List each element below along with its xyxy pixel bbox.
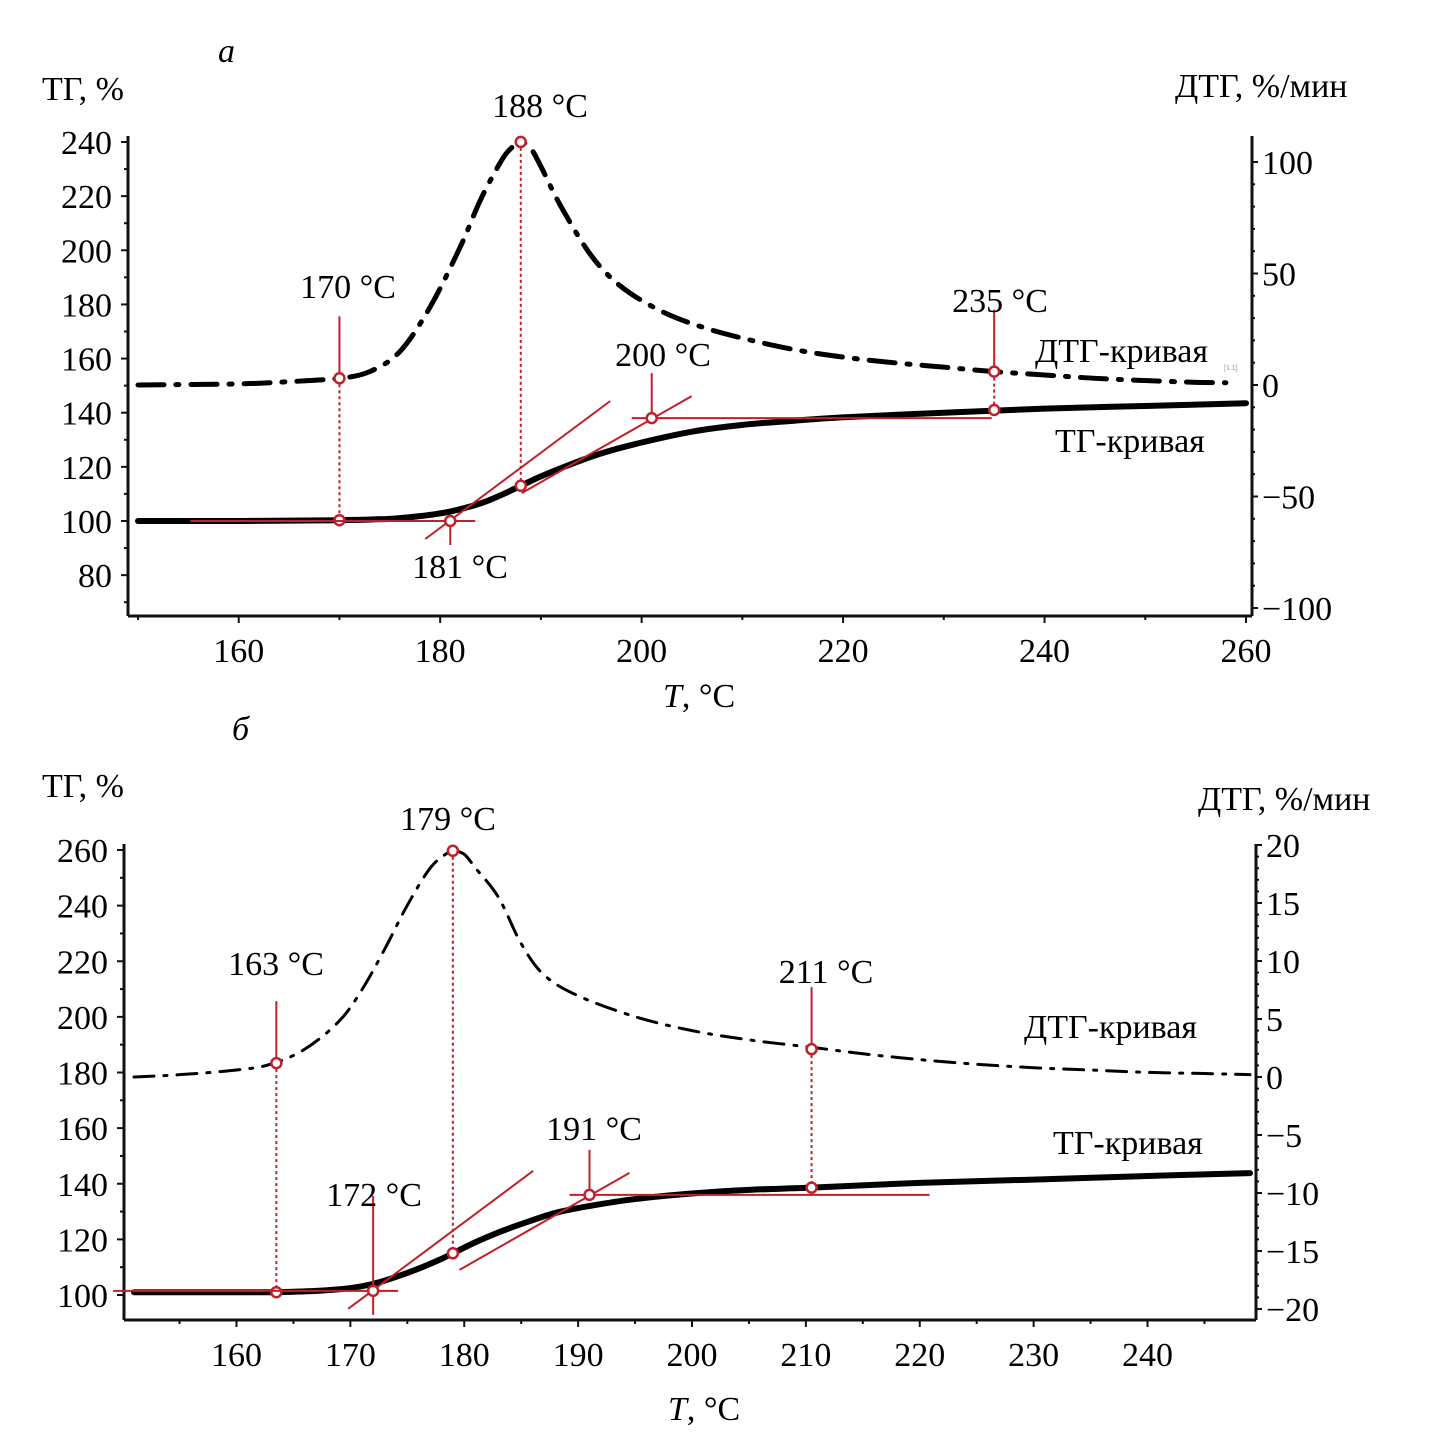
y-right-tick-label: 5 [1266, 1002, 1283, 1039]
tg-marker-point [987, 403, 1001, 417]
y-axis-right-label: ДТГ, %/мин [1198, 781, 1370, 818]
y-left-tick-label: 140 [61, 396, 112, 433]
tg-marker-point [645, 411, 658, 425]
inflection-tangent [521, 395, 693, 494]
y-left-tick-label: 260 [57, 833, 108, 870]
x-tick-label: 180 [415, 633, 466, 670]
y-left-tick-label: 160 [57, 1111, 108, 1148]
y-axis-left-label: ТГ, % [42, 768, 124, 805]
tg-marker-point [805, 1181, 818, 1194]
y-left-tick-label: 120 [61, 450, 112, 487]
x-tick-label: 240 [1122, 1337, 1173, 1374]
temperature-annotation: 211 °C [779, 954, 874, 991]
legend-tg-label: ТГ-кривая [1053, 1125, 1203, 1162]
inflection-tangent [347, 1170, 534, 1310]
y-left-tick-label: 220 [61, 179, 112, 216]
temperature-annotation: 172 °C [326, 1177, 422, 1214]
temperature-annotation: 191 °C [546, 1111, 642, 1148]
x-tick-label: 170 [325, 1337, 376, 1374]
y-right-tick-label: −20 [1266, 1292, 1319, 1329]
x-axis-label-var: T [668, 1391, 689, 1428]
x-tick-label: 220 [818, 633, 869, 670]
y-right-tick-label: 50 [1262, 257, 1296, 294]
tg-curve [131, 1170, 1253, 1296]
panel-label: б [232, 711, 251, 748]
y-right-tick-label: 100 [1262, 145, 1313, 182]
y-left-tick-label: 240 [61, 125, 112, 162]
temperature-annotation: 188 °C [492, 88, 588, 125]
y-right-tick-label: −50 [1262, 480, 1315, 517]
temperature-annotation: 200 °C [615, 337, 711, 374]
y-left-tick-label: 120 [57, 1222, 108, 1259]
y-left-tick-label: 200 [61, 233, 112, 270]
x-axis-label-unit: , °C [682, 678, 735, 715]
tg-marker-point [514, 479, 528, 493]
y-right-tick-label: 0 [1266, 1060, 1283, 1097]
legend-dtg-label: ДТГ-кривая [1024, 1009, 1197, 1046]
x-tick-label: 190 [553, 1337, 604, 1374]
dtg-curve [132, 849, 1252, 1079]
tg-marker-point [366, 1284, 380, 1298]
y-left-tick-label: 100 [61, 504, 112, 541]
y-right-tick-label: −5 [1266, 1118, 1302, 1155]
y-left-tick-label: 180 [57, 1056, 108, 1093]
tg-marker-point [583, 1188, 596, 1202]
panel-label: а [218, 33, 235, 70]
y-left-tick-label: 160 [61, 342, 112, 379]
y-right-tick-label: 15 [1266, 886, 1300, 923]
y-left-tick-label: 240 [57, 889, 108, 926]
y-right-tick-label: 20 [1266, 828, 1300, 865]
tg-marker-point [446, 1247, 460, 1260]
x-tick-label: 160 [213, 633, 264, 670]
dtg-marker-point [987, 365, 1001, 378]
temperature-annotation: 181 °C [412, 549, 508, 586]
x-tick-label: 200 [667, 1337, 718, 1374]
tg-marker-point [444, 514, 457, 528]
y-left-tick-label: 180 [61, 287, 112, 324]
y-left-tick-label: 80 [78, 558, 112, 595]
temperature-annotation: 163 °C [228, 946, 324, 983]
dtg-marker-point [514, 135, 528, 149]
y-left-tick-label: 200 [57, 1000, 108, 1037]
reference-mark: [1.1] [1224, 365, 1238, 372]
y-axis-right-label: ДТГ, %/мин [1175, 68, 1347, 105]
x-tick-label: 230 [1008, 1337, 1059, 1374]
chart-panel-a: а ТГ, % ДТГ, %/мин T, °C 160 180 200 220 240… [42, 33, 1347, 715]
x-axis-label-unit: , °C [687, 1391, 740, 1428]
y-right-tick-label: 10 [1266, 944, 1300, 981]
x-tick-label: 210 [780, 1337, 831, 1374]
x-tick-label: 220 [894, 1337, 945, 1374]
x-tick-label: 180 [439, 1337, 490, 1374]
x-tick-label: 260 [1221, 633, 1272, 670]
y-axis-left-label: ТГ, % [42, 71, 124, 108]
x-axis-label-var: T [663, 678, 684, 715]
x-axis-label: T, °C [668, 1391, 740, 1428]
dtg-marker-point [805, 1042, 818, 1056]
x-axis-label: T, °C [663, 678, 735, 715]
temperature-annotation: 179 °C [400, 801, 496, 838]
y-left-tick-label: 140 [57, 1167, 108, 1204]
y-left-tick-label: 220 [57, 944, 108, 981]
dtg-marker-point [333, 372, 346, 385]
y-right-tick-label: 0 [1262, 368, 1279, 405]
inflection-tangent [459, 1172, 631, 1271]
y-right-tick-label: −100 [1262, 591, 1332, 628]
tg-curve [135, 400, 1249, 525]
dtg-marker-point [270, 1056, 283, 1070]
x-tick-label: 240 [1019, 633, 1070, 670]
inflection-tangent [424, 400, 611, 540]
legend-tg-label: ТГ-кривая [1055, 423, 1205, 460]
x-tick-label: 200 [616, 633, 667, 670]
dtg-marker-point [446, 844, 460, 858]
legend-dtg-label: ДТГ-кривая [1035, 333, 1208, 370]
y-right-tick-label: −15 [1266, 1234, 1319, 1271]
temperature-annotation: 235 °C [952, 283, 1048, 320]
tg-marker-point [270, 1285, 283, 1299]
temperature-annotation: 170 °C [300, 269, 396, 306]
chart-panel-b: б ТГ, % ДТГ, %/мин T, °C 160 170 180 190 200… [42, 711, 1370, 1428]
x-tick-label: 160 [211, 1337, 262, 1374]
y-right-tick-label: −10 [1266, 1176, 1319, 1213]
y-left-tick-label: 100 [57, 1278, 108, 1315]
